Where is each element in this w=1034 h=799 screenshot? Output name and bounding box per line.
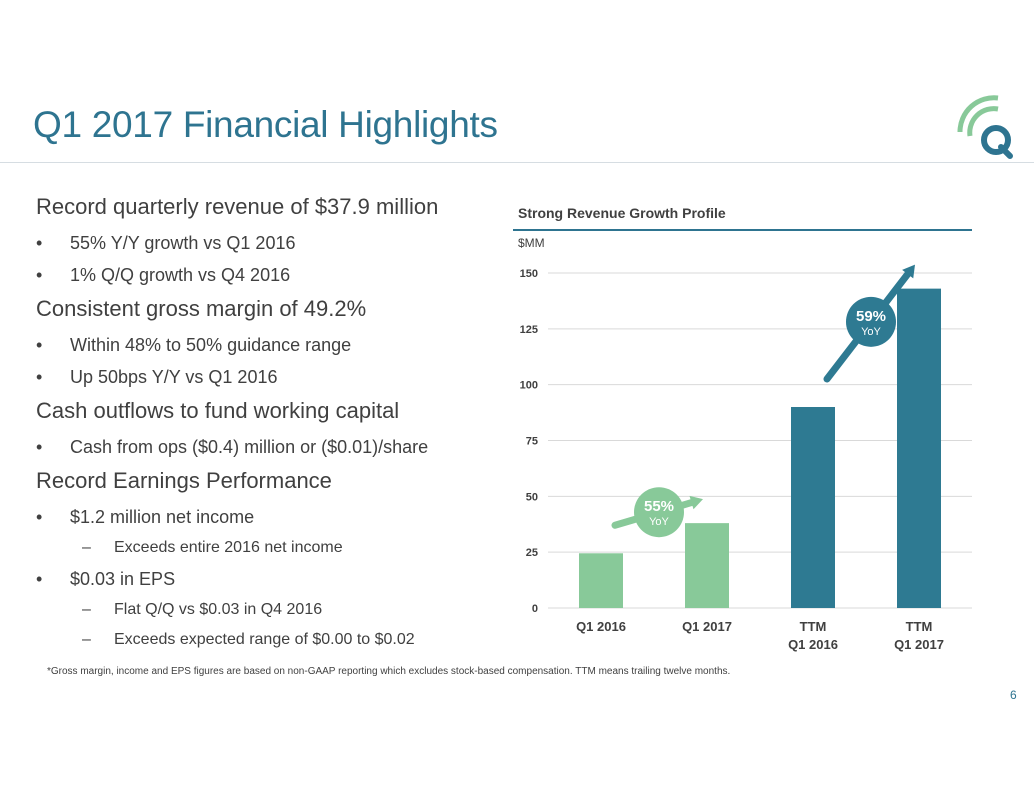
x-tick-label: TTM <box>800 619 827 634</box>
bullet-item: $1.2 million net income <box>36 505 496 529</box>
chart-title: Strong Revenue Growth Profile <box>518 205 726 221</box>
slide-title: Q1 2017 Financial Highlights <box>33 104 498 145</box>
section-heading: Consistent gross margin of 49.2% <box>36 296 367 321</box>
growth-arrow-head <box>902 264 915 279</box>
growth-badge <box>846 296 896 347</box>
growth-arrow-head <box>689 495 703 510</box>
earnings-section: Record Earnings Performance $1.2 million… <box>36 467 496 651</box>
bullet-item: $0.03 in EPS <box>36 567 496 591</box>
chart-unit-label: $MM <box>518 236 545 250</box>
title-divider <box>0 162 1034 163</box>
cash-section: Cash outflows to fund working capital Ca… <box>36 397 496 459</box>
y-tick-label: 150 <box>520 268 538 280</box>
sub-bullet-item: Flat Q/Q vs $0.03 in Q4 2016 <box>36 599 496 621</box>
bullet-item: 1% Q/Q growth vs Q4 2016 <box>36 263 496 287</box>
x-tick-label: Q1 2016 <box>576 619 626 634</box>
company-logo-q-icon <box>957 95 1013 159</box>
y-tick-label: 100 <box>520 380 538 392</box>
section-heading: Record Earnings Performance <box>36 468 332 493</box>
bar <box>897 288 941 608</box>
bar <box>685 523 729 608</box>
y-tick-label: 75 <box>526 436 538 448</box>
y-tick-label: 25 <box>526 547 538 559</box>
y-tick-label: 125 <box>520 324 538 336</box>
page-number: 6 <box>1010 688 1017 702</box>
revenue-section: Record quarterly revenue of $37.9 millio… <box>36 193 496 287</box>
bullet-item: Within 48% to 50% guidance range <box>36 333 496 357</box>
sub-bullet-item: Exceeds expected range of $0.00 to $0.02 <box>36 629 496 651</box>
revenue-bar-chart: 0 25 50 75 100 125 150 Q1 2016 Q1 2017 TTM Q1 2016… <box>520 264 972 652</box>
y-tick-label: 0 <box>532 603 538 615</box>
bullet-item: 55% Y/Y growth vs Q1 2016 <box>36 231 496 255</box>
bar <box>791 407 835 608</box>
footnote: *Gross margin, income and EPS figures ar… <box>47 666 731 677</box>
y-tick-label: 50 <box>526 491 538 503</box>
highlights-panel: Record quarterly revenue of $37.9 millio… <box>36 193 496 659</box>
growth-badge-label: YoY <box>649 516 669 528</box>
chart-title-rule <box>513 229 972 231</box>
x-tick-label: Q1 2017 <box>682 619 732 634</box>
growth-badge-percent: 55% <box>644 498 674 515</box>
growth-badge-percent: 59% <box>856 308 886 325</box>
x-tick-label: Q1 2017 <box>894 637 944 652</box>
section-heading: Record quarterly revenue of $37.9 millio… <box>36 194 439 219</box>
growth-badge-label: YoY <box>861 326 881 338</box>
bullet-item: Up 50bps Y/Y vs Q1 2016 <box>36 365 496 389</box>
sub-bullet-item: Exceeds entire 2016 net income <box>36 537 496 559</box>
section-heading: Cash outflows to fund working capital <box>36 398 400 423</box>
growth-badge <box>634 487 684 538</box>
margin-section: Consistent gross margin of 49.2% Within … <box>36 295 496 389</box>
x-tick-label: Q1 2016 <box>788 637 838 652</box>
x-tick-label: TTM <box>906 619 933 634</box>
bullet-item: Cash from ops ($0.4) million or ($0.01)/… <box>36 435 496 459</box>
bar <box>579 553 623 608</box>
